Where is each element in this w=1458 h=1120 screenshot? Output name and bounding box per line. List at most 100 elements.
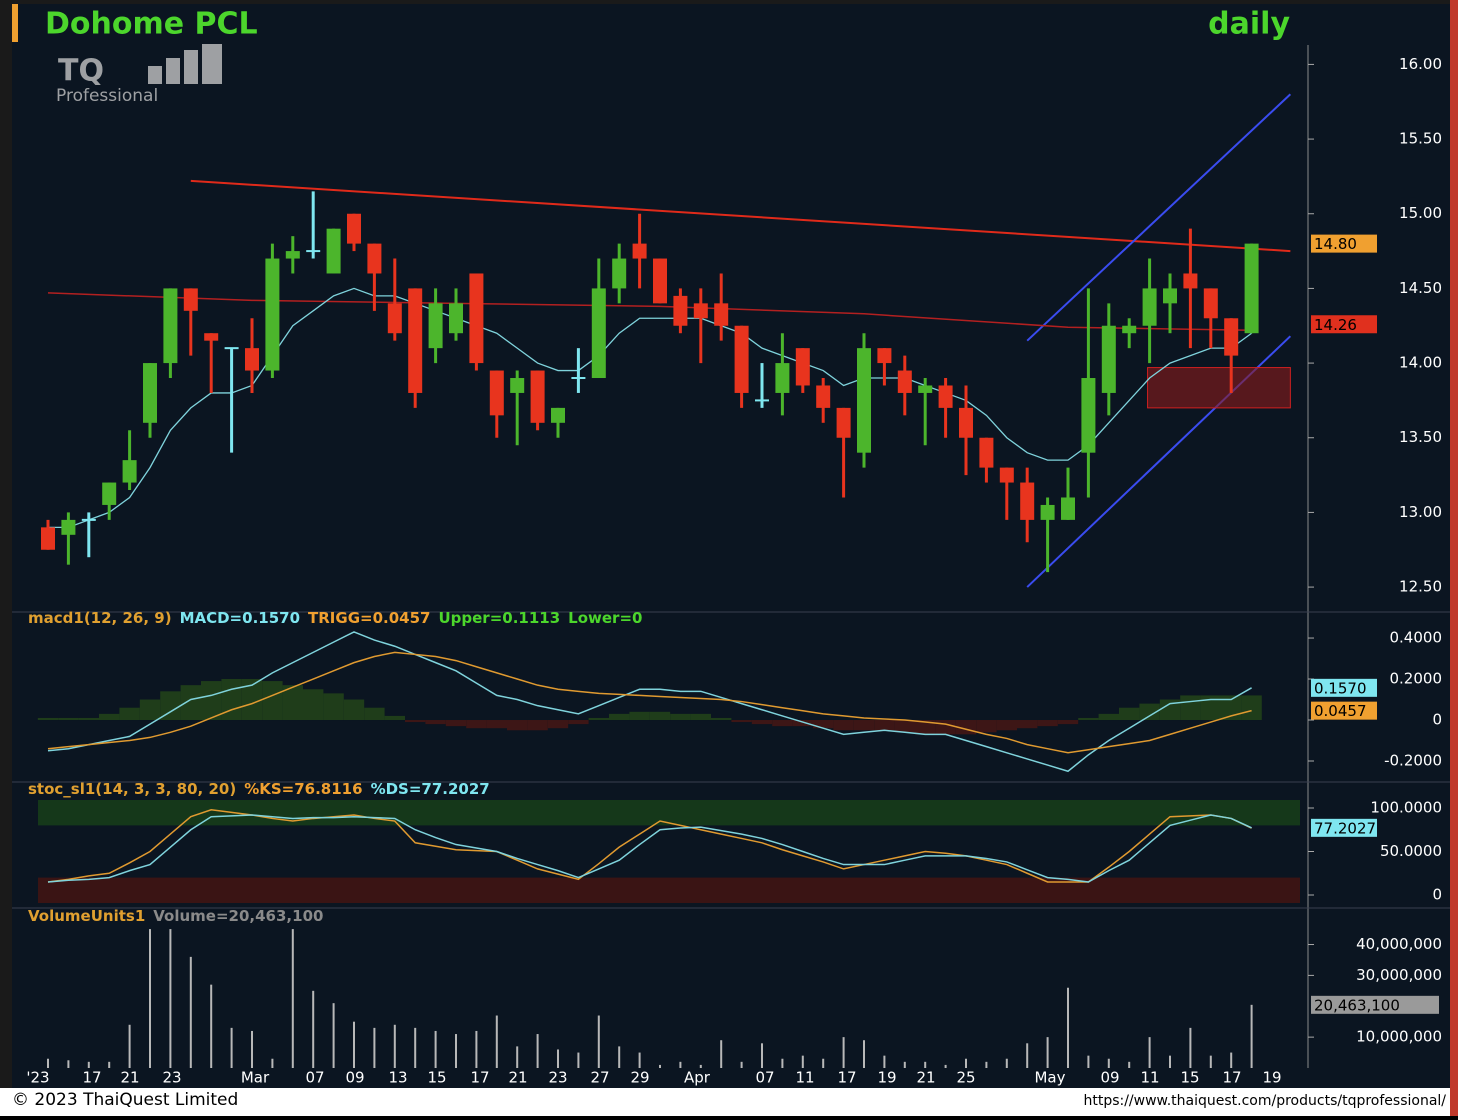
histogram-bar <box>1057 720 1079 725</box>
histogram-bar <box>588 717 609 721</box>
volume-bar <box>965 1058 967 1068</box>
candle-body <box>408 288 423 393</box>
volume-bar <box>1128 1061 1131 1068</box>
histogram-bar <box>670 713 691 721</box>
candle-body <box>428 303 443 349</box>
histogram-bar <box>527 720 548 731</box>
value-tag <box>1311 995 1439 1014</box>
histogram-bar <box>1098 713 1119 721</box>
candle-body <box>1122 325 1137 334</box>
panel-name: macd1(12, 26, 9) <box>28 609 172 627</box>
volume-bar <box>536 1034 539 1068</box>
candle-body <box>61 519 76 535</box>
volume-bar <box>659 1064 661 1068</box>
volume-bar <box>475 1030 478 1068</box>
histogram-bar <box>445 720 467 727</box>
candle-body <box>449 303 463 334</box>
panel-name: stoc_sl1(14, 3, 3, 80, 20) <box>28 780 236 798</box>
candle-body <box>551 407 565 423</box>
band <box>38 877 1300 903</box>
volume-bar <box>210 984 213 1068</box>
candle-body <box>571 377 586 380</box>
value-tag <box>1311 701 1377 720</box>
readout: Lower=0 <box>568 609 642 627</box>
volume-bar <box>618 1046 621 1068</box>
volume-bar <box>883 1055 886 1068</box>
volume-bar <box>1107 1058 1110 1068</box>
candle-body <box>306 250 321 253</box>
histogram-bar <box>160 691 181 721</box>
x-tick-label: 27 <box>590 1069 609 1087</box>
candle-body <box>224 347 239 350</box>
volume-bar <box>149 929 151 1068</box>
histogram-bar <box>894 720 915 733</box>
histogram-bar <box>1180 695 1201 721</box>
histogram-bar <box>139 699 161 721</box>
candle-body <box>816 385 831 408</box>
url[interactable]: https://www.thaiquest.com/products/tqpro… <box>1083 1093 1446 1109</box>
histogram-bar <box>833 720 854 731</box>
candle-body <box>183 288 198 311</box>
y-tick-label: 15.50 <box>1399 130 1442 148</box>
candle-body <box>265 258 280 371</box>
histogram-bar <box>384 715 405 721</box>
volume-bar <box>414 1027 417 1068</box>
volume-bar <box>108 1061 111 1068</box>
value-tag-label: 77.2027 <box>1314 819 1376 837</box>
candle-body <box>918 385 933 393</box>
histogram-bar <box>282 685 303 721</box>
histogram-bar <box>58 717 79 721</box>
volume-bar <box>863 1040 865 1068</box>
y-tick-label: 15.00 <box>1399 204 1442 222</box>
y-tick-label: 12.50 <box>1399 578 1442 596</box>
candle-body <box>163 288 178 364</box>
right-edge <box>1450 0 1458 1116</box>
background <box>12 4 1450 1088</box>
histogram-bar <box>547 720 569 729</box>
histogram-bar <box>1017 720 1038 729</box>
value-tag-label: 14.80 <box>1314 235 1357 253</box>
y-tick-label: 13.50 <box>1399 428 1442 446</box>
ma-long <box>47 292 1252 331</box>
candle-body <box>387 303 402 334</box>
volume-bar <box>67 1060 70 1068</box>
value-tag <box>1311 315 1377 334</box>
candle-body <box>897 370 912 393</box>
value-tag <box>1311 678 1377 697</box>
x-tick-label: 23 <box>162 1069 181 1087</box>
histogram-bar <box>915 720 936 735</box>
trendline <box>1026 93 1292 342</box>
volume-bar <box>679 1061 682 1068</box>
logo-bar <box>148 66 162 84</box>
readout: MACD=0.1570 <box>180 609 300 627</box>
volume-bar <box>169 929 172 1068</box>
histogram-bar <box>690 713 711 721</box>
volume-bar <box>944 1064 947 1068</box>
candle-body <box>1203 288 1218 319</box>
histogram-bar <box>853 720 875 731</box>
candle-body <box>1224 318 1239 356</box>
candle-body <box>1020 482 1035 520</box>
candle-body <box>959 407 973 438</box>
series-line <box>47 651 1252 754</box>
candle-body <box>1183 273 1198 289</box>
volume-bar <box>761 1043 763 1068</box>
x-tick-label: 11 <box>795 1069 814 1087</box>
readout: Volume=20,463,100 <box>153 907 323 925</box>
volume-bar <box>577 1052 580 1068</box>
readout: %KS=76.8116 <box>244 780 362 798</box>
volume-bar <box>822 1058 825 1068</box>
volume-bar <box>189 956 192 1068</box>
volume-bar <box>597 1015 600 1068</box>
y-tick-label: 100.0000 <box>1370 799 1442 817</box>
volume-bar <box>720 1040 723 1068</box>
candle-body <box>1142 288 1157 326</box>
candle-body <box>204 333 219 341</box>
candle-body <box>1061 497 1075 520</box>
y-tick-label: 10,000,000 <box>1356 1028 1442 1046</box>
series-line <box>47 814 1252 883</box>
histogram-bar <box>629 711 650 721</box>
histogram-bar <box>241 679 263 721</box>
volume-bar <box>332 1003 335 1068</box>
